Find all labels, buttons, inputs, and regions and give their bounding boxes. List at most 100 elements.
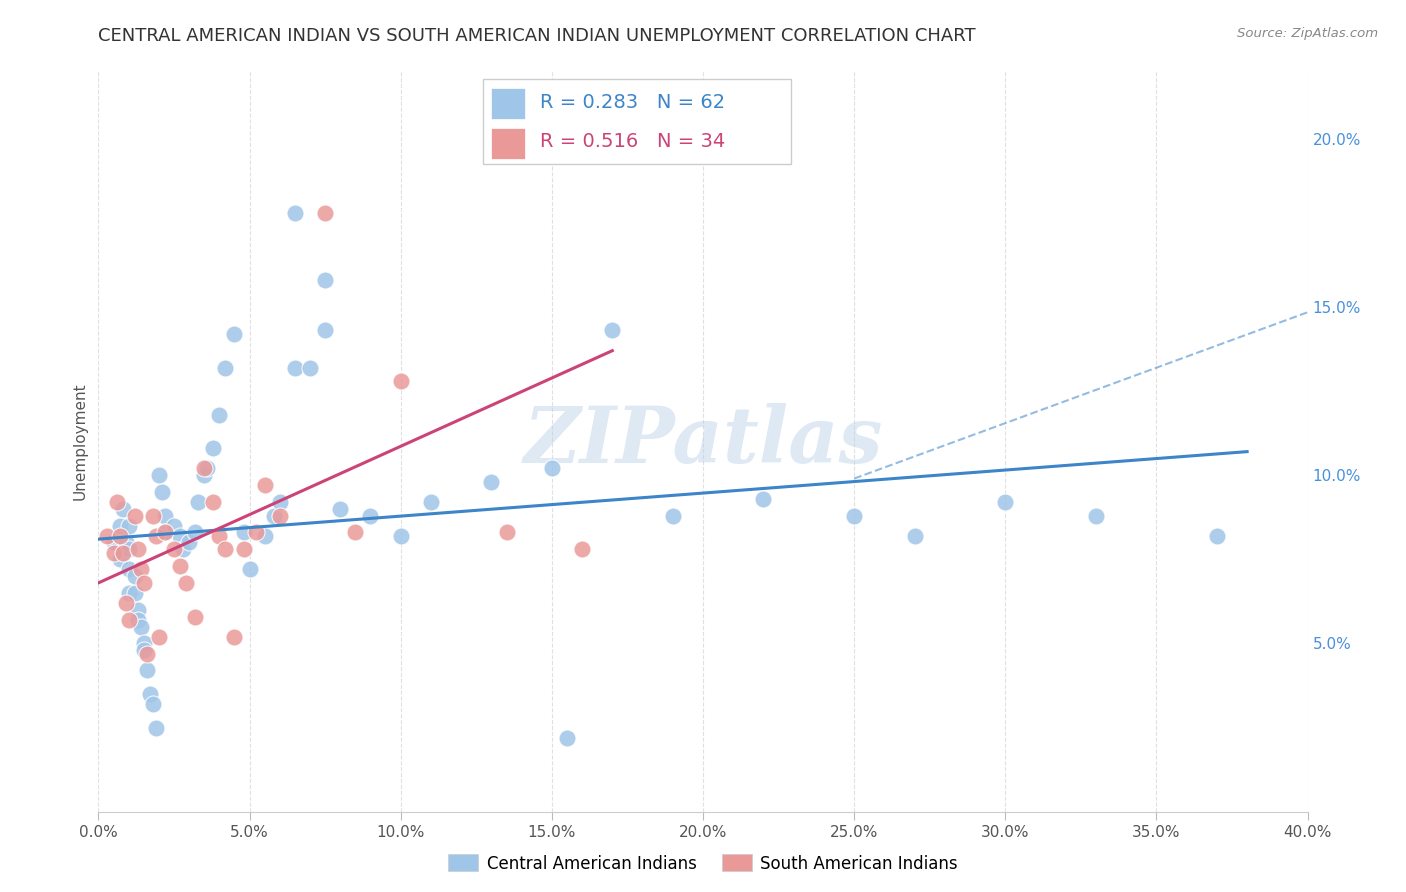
Point [1085, 508, 1108, 523]
Point [314, 324, 336, 338]
Point [389, 529, 412, 543]
Text: CENTRAL AMERICAN INDIAN VS SOUTH AMERICAN INDIAN UNEMPLOYMENT CORRELATION CHART: CENTRAL AMERICAN INDIAN VS SOUTH AMERICA… [98, 27, 976, 45]
Point [153, 508, 176, 523]
Point [555, 98, 578, 112]
Point [132, 575, 155, 590]
Point [96, 529, 118, 543]
FancyBboxPatch shape [482, 78, 792, 164]
Point [114, 596, 136, 610]
Point [540, 461, 562, 475]
Point [169, 559, 191, 574]
Point [245, 525, 267, 540]
Point [602, 324, 624, 338]
Point [752, 491, 775, 506]
Point [329, 501, 352, 516]
Point [153, 525, 176, 540]
Point [994, 495, 1017, 509]
Point [135, 664, 157, 678]
Point [108, 518, 131, 533]
Point [193, 468, 215, 483]
Point [314, 273, 336, 287]
Point [105, 495, 128, 509]
FancyBboxPatch shape [492, 88, 526, 120]
Point [153, 525, 176, 540]
Point [129, 562, 152, 576]
Point [904, 529, 927, 543]
Point [132, 636, 155, 650]
Point [360, 508, 382, 523]
Point [127, 613, 149, 627]
Point [232, 542, 254, 557]
Point [195, 461, 218, 475]
Point [571, 542, 593, 557]
Point [135, 647, 157, 661]
Point [202, 495, 225, 509]
Point [420, 495, 443, 509]
Point [118, 586, 141, 600]
Point [163, 542, 186, 557]
Point [150, 485, 173, 500]
Point [179, 535, 201, 549]
Point [118, 542, 141, 557]
Point [148, 468, 170, 483]
Point [111, 545, 134, 560]
Point [202, 442, 225, 456]
Point [1206, 529, 1229, 543]
Point [224, 630, 246, 644]
Text: ZIPatlas: ZIPatlas [523, 403, 883, 480]
Point [239, 562, 262, 576]
Point [193, 461, 215, 475]
Point [132, 643, 155, 657]
Point [108, 529, 131, 543]
Point [555, 731, 578, 745]
Point [481, 475, 503, 489]
Point [118, 562, 141, 576]
Point [145, 721, 167, 735]
Point [108, 552, 131, 566]
Point [314, 205, 336, 219]
Point [103, 545, 125, 560]
Point [184, 525, 207, 540]
Point [299, 360, 322, 375]
Text: Source: ZipAtlas.com: Source: ZipAtlas.com [1237, 27, 1378, 40]
Point [124, 508, 146, 523]
Point [103, 535, 125, 549]
Point [169, 529, 191, 543]
Point [661, 508, 683, 523]
Point [145, 529, 167, 543]
Point [253, 478, 276, 492]
Point [284, 205, 307, 219]
Point [284, 360, 307, 375]
Text: R = 0.283   N = 62: R = 0.283 N = 62 [540, 93, 725, 112]
Point [172, 542, 194, 557]
Point [148, 630, 170, 644]
Point [253, 529, 276, 543]
Point [214, 542, 236, 557]
Legend: Central American Indians, South American Indians: Central American Indians, South American… [441, 847, 965, 880]
Point [389, 374, 412, 388]
Point [269, 495, 291, 509]
Point [142, 508, 165, 523]
Point [269, 508, 291, 523]
Point [344, 525, 367, 540]
Point [174, 575, 197, 590]
Y-axis label: Unemployment: Unemployment [72, 383, 87, 500]
Point [127, 603, 149, 617]
Point [139, 687, 162, 701]
Point [163, 518, 186, 533]
Point [142, 697, 165, 711]
Point [118, 518, 141, 533]
Point [263, 508, 285, 523]
Point [495, 525, 517, 540]
Point [114, 535, 136, 549]
Point [214, 360, 236, 375]
Point [844, 508, 866, 523]
Point [111, 501, 134, 516]
Point [224, 326, 246, 341]
Point [208, 529, 231, 543]
Point [127, 542, 149, 557]
Point [184, 609, 207, 624]
Point [129, 619, 152, 633]
Point [118, 613, 141, 627]
Point [232, 525, 254, 540]
